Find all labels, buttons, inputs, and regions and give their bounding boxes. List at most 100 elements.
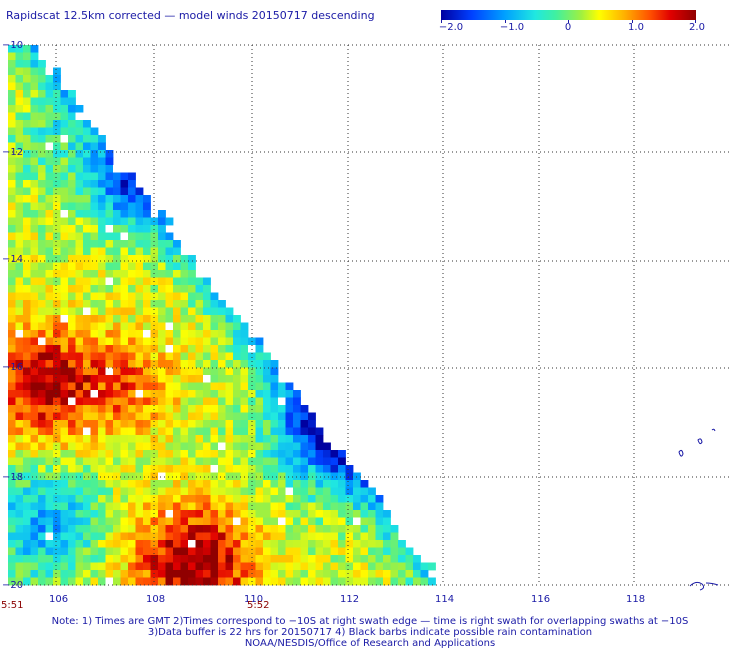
swath-cell <box>8 480 16 488</box>
swath-cell <box>75 502 84 511</box>
swath-cell <box>8 555 16 563</box>
swath-cell <box>98 172 106 181</box>
swath-cell <box>158 472 166 481</box>
swath-cell <box>45 195 54 203</box>
swath-cell <box>240 405 249 413</box>
swath-cell <box>8 262 16 271</box>
swath-cell <box>308 465 316 473</box>
swath-cell <box>68 360 76 368</box>
swath-cell <box>195 405 204 413</box>
swath-cell <box>225 495 234 503</box>
swath-cell <box>128 442 136 451</box>
swath-cell <box>120 435 129 443</box>
swath-cell <box>413 577 421 586</box>
swath-cell <box>285 547 294 556</box>
swath-cell <box>210 457 219 466</box>
swath-cell <box>240 382 249 391</box>
swath-cell <box>308 517 316 526</box>
swath-cell <box>180 382 189 391</box>
swath-cell <box>248 382 256 391</box>
swath-cell <box>270 465 279 473</box>
swath-cell <box>158 255 166 263</box>
swath-cell <box>15 427 24 436</box>
swath-cell <box>68 495 76 503</box>
swath-cell <box>323 525 331 533</box>
swath-cell <box>120 472 129 481</box>
swath-cell <box>195 555 204 563</box>
swath-cell <box>38 187 46 196</box>
swath-cell <box>188 390 196 398</box>
swath-cell <box>248 525 256 533</box>
swath-cell <box>255 562 264 571</box>
swath-cell <box>180 472 189 481</box>
swath-cell <box>210 487 219 496</box>
swath-cell <box>173 367 181 376</box>
swath-cell <box>75 315 84 323</box>
swath-cell <box>8 307 16 316</box>
swath-cell <box>195 502 204 511</box>
swath-cell <box>45 547 54 556</box>
swath-cell <box>390 577 399 586</box>
swath-cell <box>8 382 16 391</box>
swath-cell <box>338 450 346 458</box>
swath-cell <box>368 525 376 533</box>
swath-cell <box>278 405 286 413</box>
swath-cell <box>75 375 84 383</box>
swath-cell <box>98 240 106 248</box>
swath-cell <box>210 307 219 316</box>
swath-cell <box>60 150 69 158</box>
swath-cell <box>128 277 136 286</box>
swath-cell <box>150 562 159 571</box>
swath-cell <box>300 495 309 503</box>
swath-cell <box>165 255 174 263</box>
swath-cell <box>135 465 144 473</box>
swath-cell <box>8 60 16 68</box>
swath-cell <box>180 420 189 428</box>
swath-cell <box>30 285 39 293</box>
swath-cell <box>293 412 301 421</box>
swath-cell <box>338 472 346 481</box>
swath-cell <box>98 570 106 578</box>
swath-cell <box>113 487 121 496</box>
swath-cell <box>135 457 144 466</box>
swath-cell <box>150 532 159 541</box>
swath-cell <box>113 510 121 518</box>
swath-cell <box>30 345 39 353</box>
swath-cell <box>158 457 166 466</box>
swath-cell <box>180 375 189 383</box>
swath-cell <box>8 97 16 106</box>
swath-cell <box>218 352 226 361</box>
swath-cell <box>30 405 39 413</box>
swath-cell <box>128 180 136 188</box>
swath-cell <box>23 547 31 556</box>
swath-cell <box>53 127 61 136</box>
swath-cell <box>120 540 129 548</box>
swath-cell <box>233 547 241 556</box>
swath-cell <box>90 510 99 518</box>
swath-cell <box>30 397 39 406</box>
swath-cell <box>83 307 91 316</box>
swath-cell <box>203 450 211 458</box>
swath-cell <box>45 577 54 586</box>
swath-cell <box>143 270 151 278</box>
swath-cell <box>90 157 99 166</box>
swath-cell <box>135 480 144 488</box>
swath-cell <box>128 330 136 338</box>
swath-cell <box>30 367 39 376</box>
swath-cell <box>8 232 16 241</box>
swath-cell <box>150 427 159 436</box>
swath-cell <box>45 442 54 451</box>
swath-cell <box>53 532 61 541</box>
swath-cell <box>60 352 69 361</box>
swath-cell <box>60 390 69 398</box>
swath-cell <box>158 525 166 533</box>
swath-cell <box>315 435 324 443</box>
swath-cell <box>143 510 151 518</box>
swath-cell <box>263 510 271 518</box>
swath-cell <box>90 465 99 473</box>
swath-cell <box>90 240 99 248</box>
swath-cell <box>38 570 46 578</box>
swath-cell <box>180 427 189 436</box>
swath-cell <box>15 337 24 346</box>
swath-cell <box>188 292 196 301</box>
